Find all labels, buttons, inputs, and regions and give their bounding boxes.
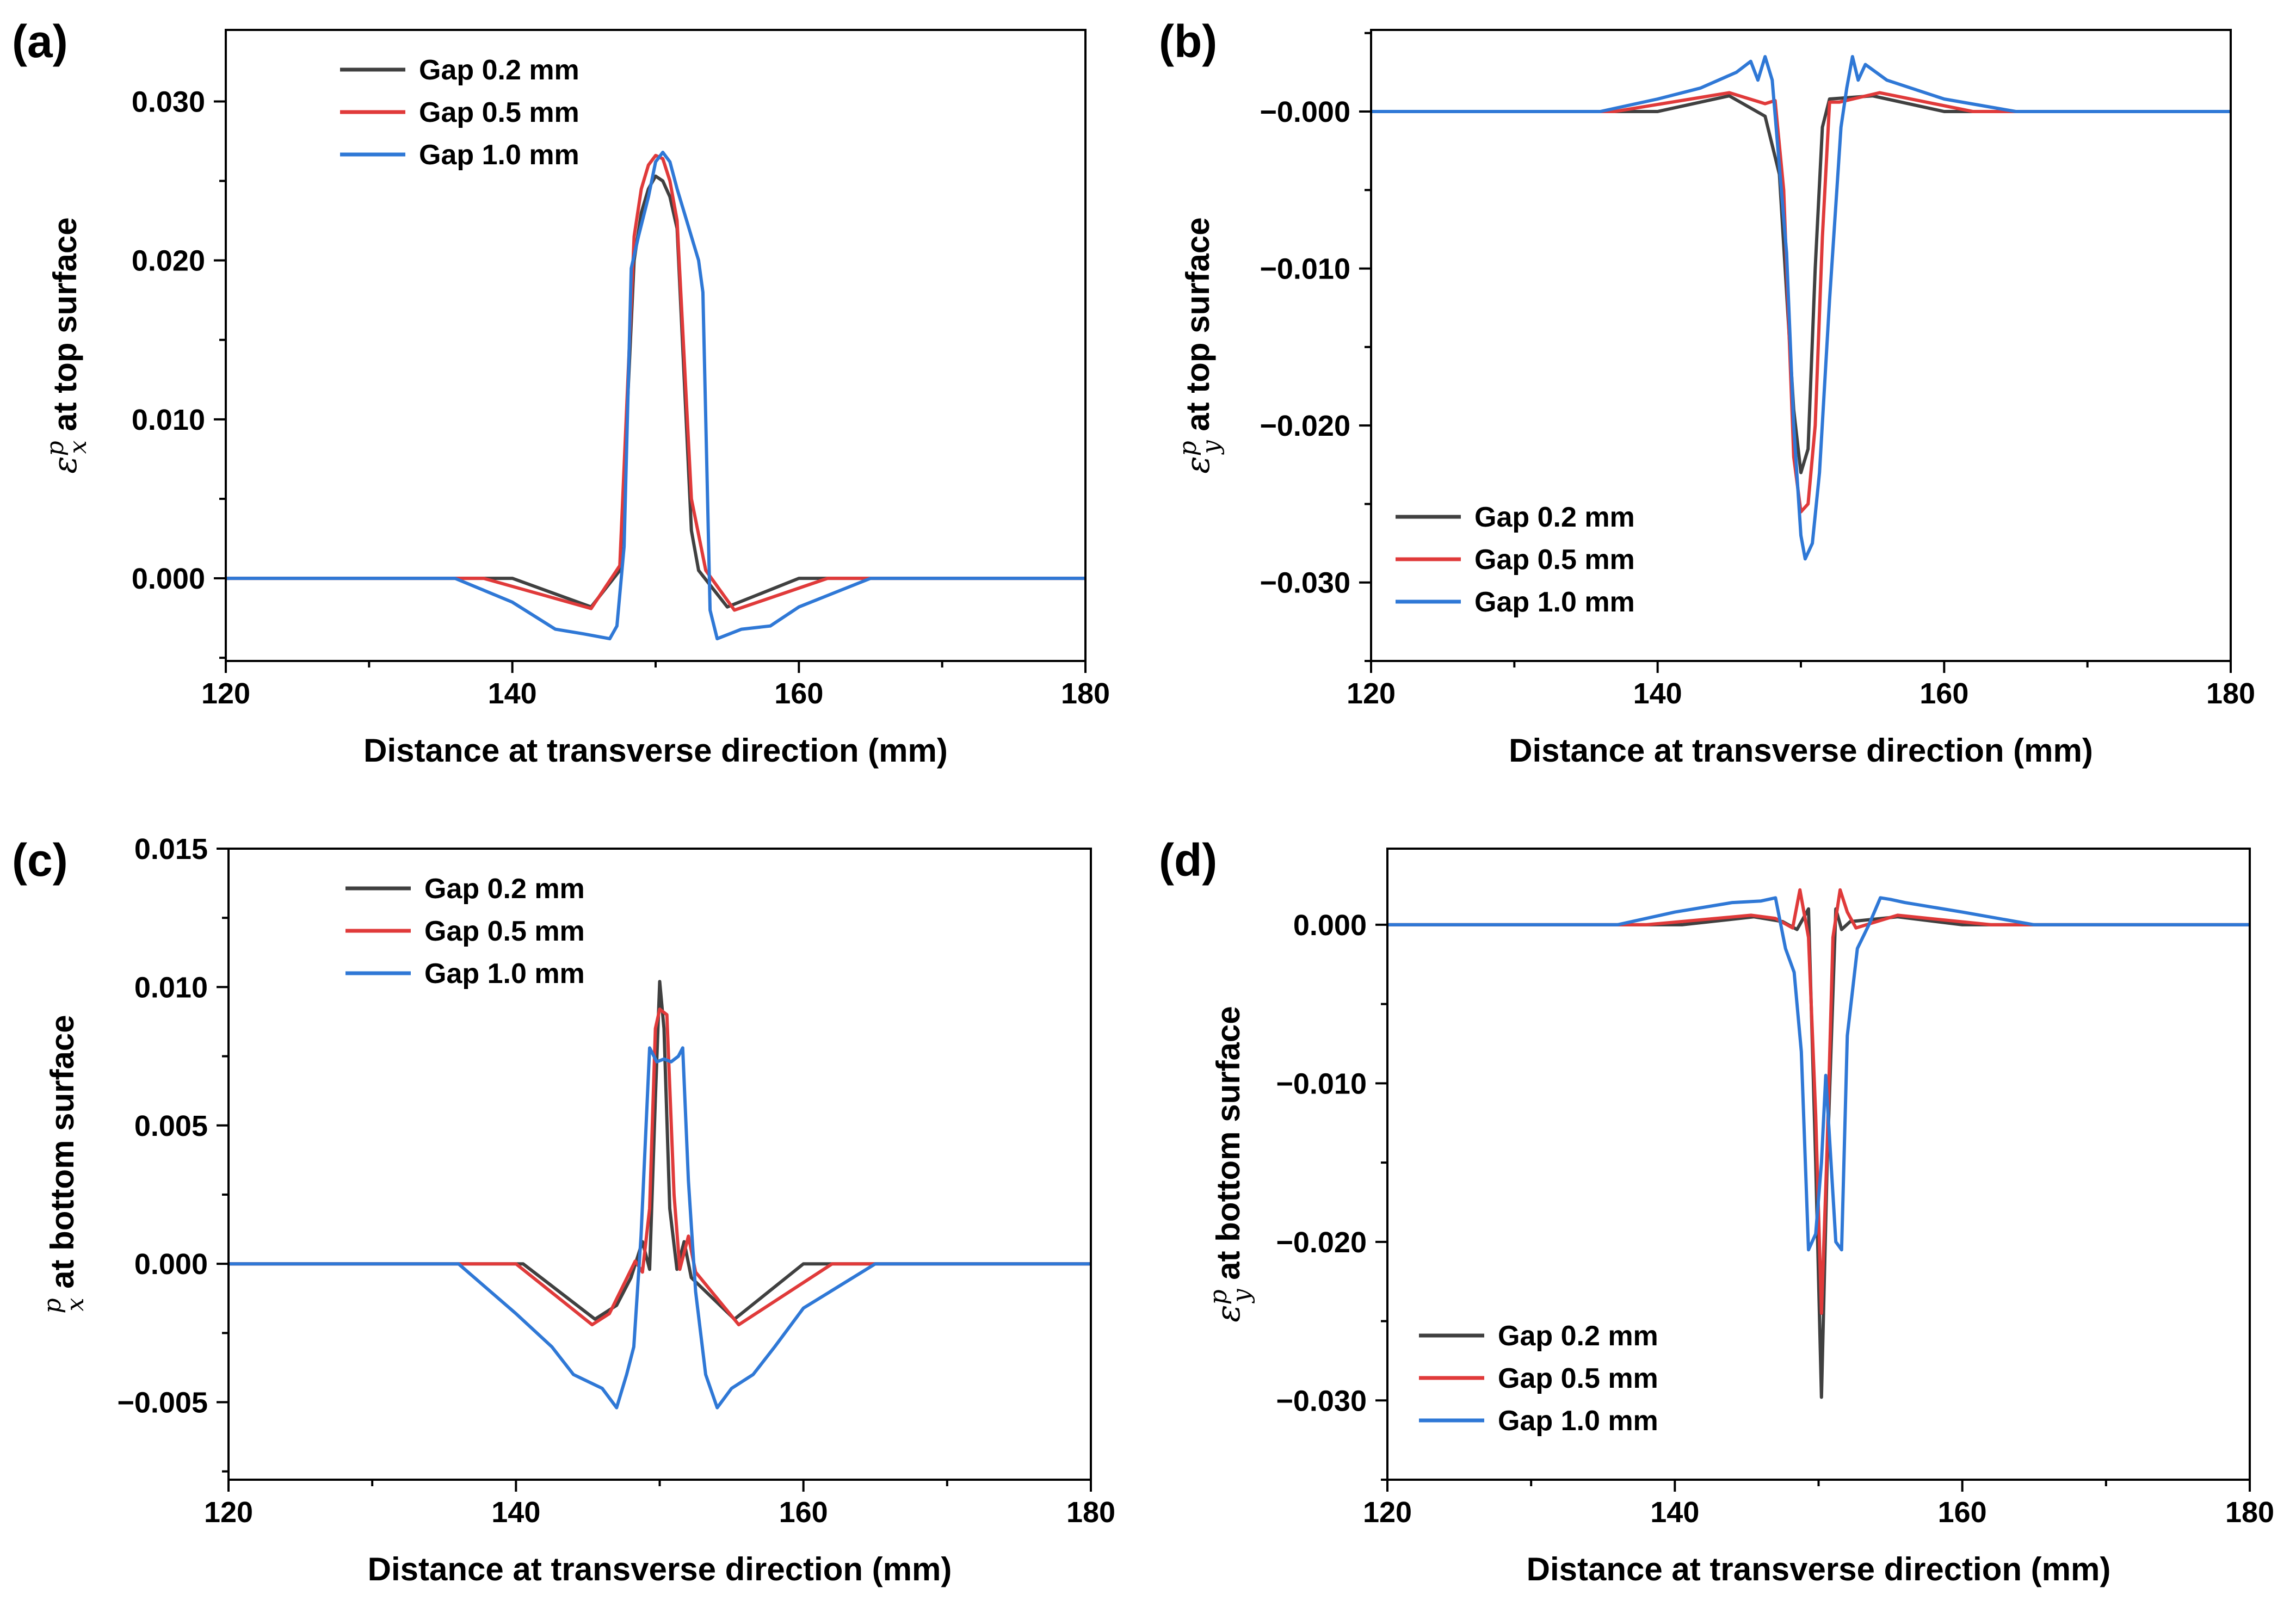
- series-line-gap-1-0: [226, 151, 1085, 641]
- x-tick-label: 140: [491, 1496, 540, 1529]
- series-line-gap-1-0: [1371, 55, 2231, 561]
- legend-label: Gap 1.0 mm: [1474, 586, 1635, 618]
- panel-a: 120 140 160 180 0.000 0.010 0.020 0.030 Distance…: [12, 16, 1110, 769]
- x-tick-label: 140: [1650, 1496, 1699, 1529]
- y-axis-symbol: ε: [1209, 1305, 1248, 1322]
- x-tick-label: 180: [1061, 677, 1110, 710]
- y-tick-label: 0.010: [134, 971, 208, 1004]
- legend-label: Gap 0.2 mm: [419, 54, 579, 86]
- series-line-gap-0-2: [1371, 94, 2231, 474]
- plot-frame: [225, 29, 1087, 662]
- x-axis-title: Distance at transverse direction (mm): [1527, 1551, 2111, 1587]
- y-tick-label: −0.030: [1276, 1385, 1367, 1417]
- x-tick-label: 180: [2206, 677, 2255, 710]
- y-axis-symbol: ε: [46, 456, 84, 473]
- x-tick-label: 160: [774, 677, 823, 710]
- y-tick-label: 0.010: [132, 404, 205, 436]
- y-axis-title-text: at top surface: [47, 217, 83, 440]
- x-tick-label: 160: [779, 1496, 828, 1529]
- legend-label: Gap 1.0 mm: [1498, 1405, 1658, 1437]
- legend: Gap 0.2 mm Gap 0.5 mm Gap 1.0 mm: [1419, 1320, 1658, 1437]
- panel-c: 120 140 160 180 −0.005 0.000 0.005 0.010 0.015 Di…: [12, 833, 1115, 1587]
- legend-label: Gap 0.5 mm: [1498, 1363, 1658, 1394]
- y-axis-subscript: y: [1197, 440, 1225, 455]
- y-tick-label: −0.000: [1260, 96, 1350, 128]
- x-tick-label: 140: [488, 677, 537, 710]
- y-axis-title: εpy at bottom surface: [1205, 1006, 1255, 1322]
- panel-label: (d): [1159, 835, 1217, 886]
- legend: Gap 0.2 mm Gap 0.5 mm Gap 1.0 mm: [1396, 502, 1635, 618]
- panel-label: (c): [12, 835, 68, 886]
- x-tick-label: 120: [201, 677, 250, 710]
- panel-d: 120 140 160 180 0.000 −0.010 −0.020 −0.030 Dista…: [1159, 835, 2274, 1587]
- series-line-gap-0-2: [226, 174, 1085, 609]
- legend: Gap 0.2 mm Gap 0.5 mm Gap 1.0 mm: [345, 873, 585, 990]
- y-axis-title-text: at top surface: [1180, 217, 1216, 440]
- series-line-gap-0-5: [229, 1008, 1091, 1327]
- y-tick-label: 0.000: [1293, 909, 1367, 942]
- y-axis-title-text: at bottom surface: [44, 1015, 81, 1297]
- panel-b: 120 140 160 180 −0.000 −0.010 −0.020 −0.030 Dist…: [1159, 16, 2255, 769]
- legend-label: Gap 0.2 mm: [424, 873, 585, 905]
- y-axis-subscript: x: [64, 440, 92, 454]
- panel-label: (a): [12, 16, 68, 67]
- y-tick-label: 0.005: [134, 1110, 208, 1142]
- y-axis-title-text: at bottom surface: [1210, 1006, 1246, 1289]
- x-tick-label: 160: [1938, 1496, 1987, 1529]
- legend-label: Gap 0.5 mm: [424, 916, 585, 947]
- x-tick-label: 120: [204, 1496, 253, 1529]
- legend-label: Gap 0.5 mm: [419, 97, 579, 128]
- series-line-gap-0-5: [1371, 91, 2231, 514]
- legend: Gap 0.2 mm Gap 0.5 mm Gap 1.0 mm: [340, 54, 579, 171]
- legend-label: Gap 0.2 mm: [1498, 1320, 1658, 1352]
- y-axis-symbol: ε: [1179, 456, 1217, 473]
- x-tick-label: 180: [1066, 1496, 1115, 1529]
- y-tick-label: −0.020: [1260, 410, 1350, 442]
- y-axis-title: px at bottom surface: [39, 1015, 89, 1313]
- x-tick-label: 160: [1919, 677, 1968, 710]
- legend-label: Gap 1.0 mm: [419, 139, 579, 171]
- y-tick-label: 0.000: [132, 563, 205, 595]
- y-axis-title: εpx at top surface: [41, 217, 92, 473]
- panel-label: (b): [1159, 16, 1217, 67]
- y-tick-label: −0.020: [1276, 1226, 1367, 1259]
- legend-label: Gap 0.2 mm: [1474, 502, 1635, 533]
- y-axis-subscript: y: [1227, 1288, 1255, 1303]
- x-tick-label: 120: [1363, 1496, 1412, 1529]
- x-axis-title: Distance at transverse direction (mm): [368, 1551, 952, 1587]
- x-axis-title: Distance at transverse direction (mm): [1509, 732, 2093, 769]
- y-tick-label: 0.015: [134, 833, 208, 866]
- series-line-gap-1-0: [1387, 896, 2250, 1252]
- x-tick-label: 180: [2225, 1496, 2274, 1529]
- y-axis-title: εpy at top surface: [1174, 217, 1225, 473]
- y-tick-label: 0.000: [134, 1248, 208, 1281]
- y-axis-superscript: p: [1174, 441, 1202, 456]
- y-axis-superscript: p: [1205, 1289, 1232, 1305]
- legend-label: Gap 1.0 mm: [424, 958, 585, 990]
- x-axis-title: Distance at transverse direction (mm): [363, 732, 948, 769]
- y-tick-label: 0.020: [132, 245, 205, 277]
- series-line-gap-0-2: [229, 980, 1091, 1321]
- y-axis-superscript: p: [39, 1298, 66, 1313]
- y-axis-superscript: p: [41, 441, 69, 456]
- y-tick-label: 0.030: [132, 85, 205, 118]
- x-tick-label: 140: [1633, 677, 1682, 710]
- x-tick-label: 120: [1347, 677, 1396, 710]
- plot-frame: [227, 848, 1092, 1481]
- y-tick-label: −0.010: [1276, 1067, 1367, 1100]
- series-line-gap-0-5: [226, 153, 1085, 612]
- y-tick-label: −0.030: [1260, 567, 1350, 599]
- y-tick-label: −0.010: [1260, 253, 1350, 286]
- y-tick-label: −0.005: [117, 1387, 208, 1419]
- y-axis-subscript: x: [61, 1297, 89, 1311]
- series-line-gap-1-0: [229, 1046, 1091, 1410]
- series-line-gap-0-5: [1387, 888, 2250, 1315]
- legend-label: Gap 0.5 mm: [1474, 544, 1635, 576]
